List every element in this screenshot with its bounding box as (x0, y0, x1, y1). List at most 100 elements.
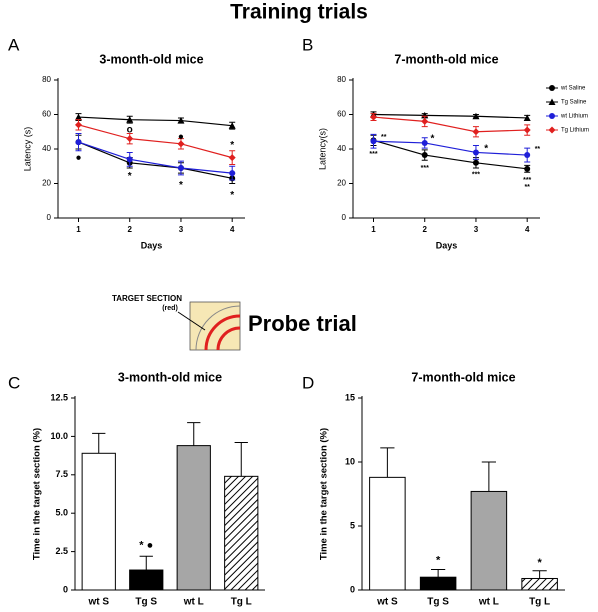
bar (224, 475, 259, 591)
error-bar (431, 569, 446, 578)
x-tick-label: 3 (474, 225, 479, 234)
error-bar (92, 432, 106, 454)
annotation: ** (535, 146, 541, 153)
bar (521, 577, 558, 591)
bar (369, 476, 406, 591)
y-tick-label: 7.5 (55, 469, 68, 479)
marker (126, 116, 134, 123)
annotation: ** (524, 184, 530, 191)
annotation: * (230, 140, 234, 151)
y-tick-label: 80 (42, 75, 51, 84)
y-axis-label: Latency(s) (317, 128, 327, 170)
marker (549, 85, 555, 91)
chart-title: 3-month-old mice (118, 370, 222, 384)
marker (548, 126, 556, 134)
y-tick-label: 20 (42, 179, 51, 188)
error-bar (139, 555, 153, 571)
marker (421, 152, 428, 159)
annotation: ● (178, 132, 184, 143)
error-bar (481, 461, 496, 492)
icon-label: TARGET SECTION (112, 294, 182, 303)
series-line (373, 139, 528, 170)
marker (370, 138, 377, 145)
legend-label: Tg Saline (561, 100, 587, 106)
y-tick-label: 2.5 (55, 546, 68, 556)
x-tick-label: 2 (127, 225, 132, 234)
x-tick-label: wt S (376, 597, 398, 608)
heading: Training trials (230, 1, 368, 24)
bar (176, 445, 211, 591)
bar (129, 569, 164, 591)
marker (74, 121, 82, 129)
icon-note: (red) (162, 305, 178, 312)
annotation: * (230, 190, 234, 201)
y-tick-label: 60 (42, 110, 51, 119)
x-tick-label: 3 (179, 225, 184, 234)
marker (524, 165, 531, 172)
marker (369, 113, 377, 121)
y-tick-label: 0 (350, 584, 355, 594)
x-tick-label: Tg L (529, 597, 550, 608)
annotation: * (179, 180, 183, 191)
error-bar (532, 570, 547, 579)
y-axis-label: Time in the target section (%) (319, 428, 330, 560)
marker (523, 126, 531, 134)
x-tick-label: 2 (422, 225, 427, 234)
marker (228, 154, 236, 162)
y-tick-label: 15 (345, 392, 355, 402)
marker (177, 140, 185, 148)
x-tick-label: 1 (76, 225, 81, 234)
series-line (373, 113, 528, 119)
x-axis-label: Days (436, 240, 458, 250)
marker (548, 98, 556, 105)
bar (470, 490, 508, 591)
series-line (373, 116, 528, 133)
annotation: * (484, 144, 488, 155)
error-bar (380, 447, 395, 478)
chart-title: 7-month-old mice (411, 370, 515, 384)
legend-label: wt Saline (560, 86, 586, 92)
panel-label: A (8, 35, 20, 54)
y-axis-label: Latency (s) (22, 127, 32, 172)
bar (419, 576, 457, 591)
annotation: *** (472, 172, 480, 179)
marker (421, 139, 428, 146)
y-tick-label: 5 (350, 520, 355, 530)
marker (472, 159, 479, 166)
annotation: * (436, 554, 441, 566)
y-tick-label: 60 (337, 110, 346, 119)
marker (549, 113, 555, 119)
panel-label: B (302, 35, 313, 54)
legend-label: wt Lithium (560, 114, 588, 120)
error-bar (234, 442, 248, 477)
heading: Probe trial (248, 311, 357, 336)
marker (228, 122, 236, 129)
marker (229, 170, 236, 177)
target-icon (177, 301, 241, 351)
chart-title: 3-month-old mice (99, 52, 203, 66)
x-tick-label: 1 (371, 225, 376, 234)
x-tick-label: 4 (525, 225, 530, 234)
annotation: * (430, 133, 434, 144)
x-tick-label: wt L (183, 597, 204, 608)
marker (177, 164, 184, 171)
annotation: * ● (139, 539, 153, 551)
legend-label: Tg Lithium (561, 128, 589, 134)
y-tick-label: 40 (337, 144, 346, 153)
marker (421, 117, 429, 125)
x-tick-label: Tg S (135, 597, 157, 608)
marker (524, 152, 531, 159)
annotation: ● (75, 152, 81, 163)
annotation: *** (523, 177, 531, 184)
annotation: *** (421, 165, 429, 172)
marker (472, 112, 480, 120)
panel-label: C (8, 373, 20, 392)
x-axis-label: Days (141, 240, 163, 250)
y-tick-label: 0 (63, 584, 68, 594)
marker (126, 156, 133, 163)
series-line (373, 140, 528, 156)
x-tick-label: Tg L (231, 597, 252, 608)
y-tick-label: 20 (337, 179, 346, 188)
y-tick-label: 0 (47, 213, 52, 222)
